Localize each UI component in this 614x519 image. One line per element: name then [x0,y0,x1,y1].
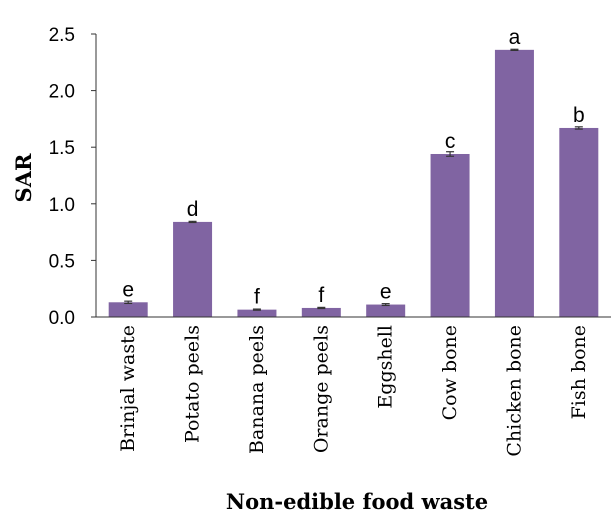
significance-label: a [509,26,521,49]
x-tick-label: Potato peels [182,325,204,443]
x-axis-title: Non-edible food waste [226,489,488,514]
significance-label: f [318,284,324,307]
bar [301,307,341,317]
bars-group [108,48,599,318]
x-tick-label: Brinjal waste [117,325,139,452]
bar [108,302,148,317]
y-tick-label: 2.5 [49,25,75,46]
y-tick-label: 1.0 [49,195,75,216]
y-tick-label: 0.0 [49,308,75,329]
x-tick-label: Cow bone [439,325,461,420]
bar [366,304,406,317]
y-tick-label: 0.5 [49,251,75,272]
bar [173,221,213,317]
x-tick-label: Fish bone [568,325,590,419]
x-tick-label: Eggshell [375,325,397,409]
y-axis-title: SAR [11,153,36,202]
significance-label: e [380,281,392,304]
significance-label: b [573,104,585,127]
significance-label: d [187,198,199,221]
y-tick-label: 2.0 [49,82,75,103]
significance-label: c [445,130,456,153]
bar [559,127,599,318]
labels-group: e Brinjal waste d Potato peels f Banana peels… [117,26,590,457]
significance-label: f [254,286,260,309]
bar [430,153,470,317]
y-tick-label: 1.5 [49,138,75,159]
x-tick-label: Orange peels [310,325,332,453]
x-tick-label: Banana peels [246,325,268,454]
bar [494,49,534,318]
significance-label: e [122,278,134,301]
axes-group: 0.0 0.5 1.0 1.5 2.0 2.5 [49,25,611,329]
x-tick-label: Chicken bone [503,325,525,457]
bar [237,309,277,317]
